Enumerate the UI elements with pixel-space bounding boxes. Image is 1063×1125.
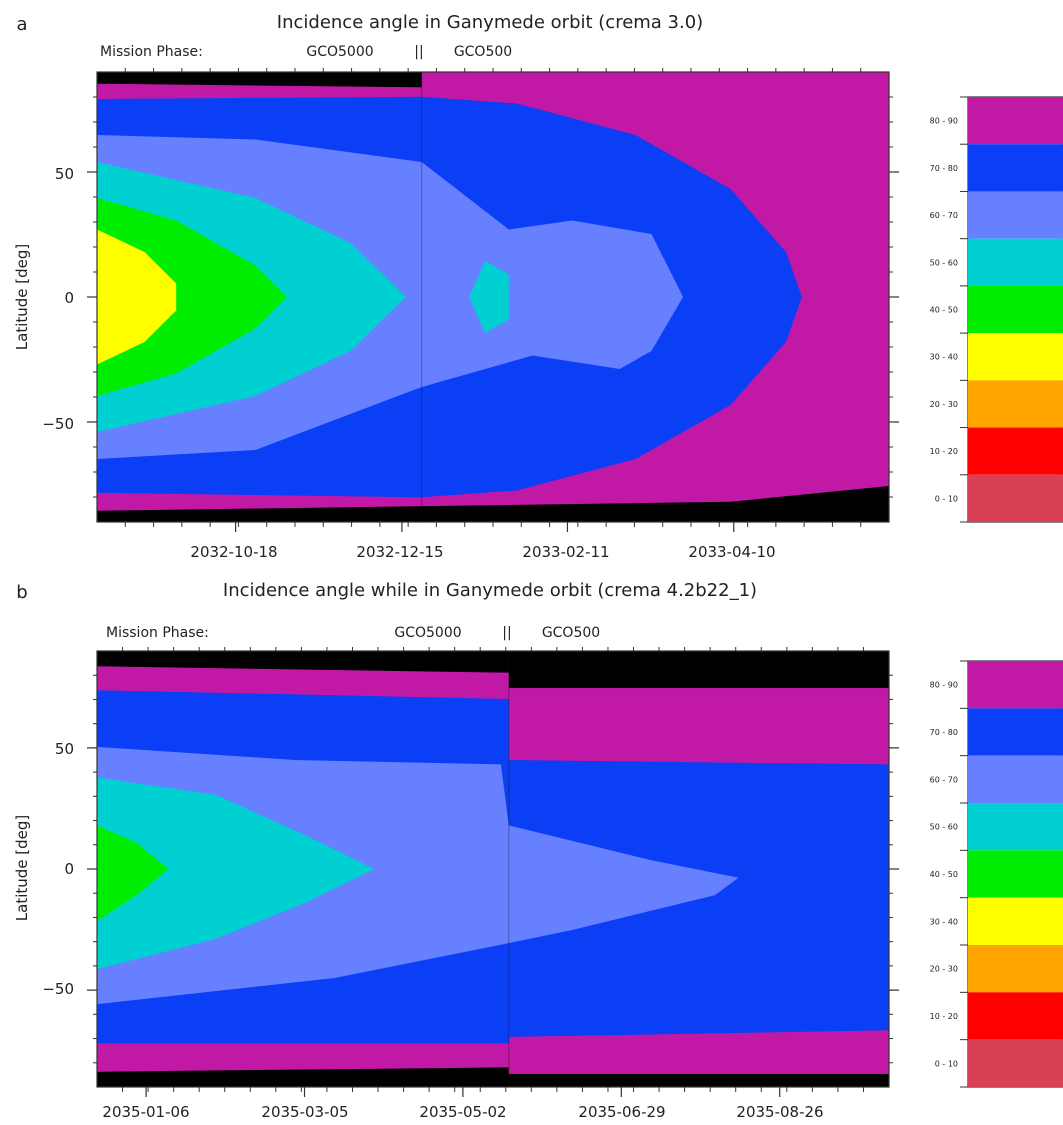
phase-label-b-1: GCO5000 — [394, 625, 461, 641]
legend-swatch-a-4 — [968, 285, 1063, 334]
ylabel-b: Latitude [deg] — [13, 815, 31, 921]
xtick-label-a-2: 2032-12-15 — [356, 543, 443, 561]
legend-swatch-a-8 — [968, 474, 1063, 522]
xtick-label-a-3: 2033-02-11 — [522, 543, 609, 561]
xtick-label-a-4: 2033-04-10 — [688, 543, 775, 561]
ylabel-a: Latitude [deg] — [13, 244, 31, 350]
legend-label-a-1: 70 - 80 — [930, 164, 958, 173]
legend-swatch-a-7 — [968, 427, 1063, 475]
night-top-a — [97, 72, 422, 88]
region-40-50-b — [97, 825, 169, 922]
ytick-label-b-neg50: −50 — [42, 980, 74, 998]
ytick-label-a-0: 0 — [64, 289, 74, 307]
xtick-label-a-1: 2032-10-18 — [190, 543, 277, 561]
legend-label-a-7: 10 - 20 — [930, 447, 958, 456]
region-50-60-b — [97, 777, 375, 970]
legend-swatch-a-2 — [968, 191, 1063, 239]
legend-label-b-7: 10 - 20 — [930, 1012, 958, 1021]
legend-label-a-5: 30 - 40 — [930, 353, 958, 362]
legend-swatch-b-7 — [968, 992, 1063, 1040]
legend-label-a-0: 80 - 90 — [930, 117, 958, 126]
panel-letter-a: a — [16, 14, 27, 35]
legend-swatch-b-2 — [968, 755, 1063, 803]
legend-label-b-5: 30 - 40 — [930, 917, 958, 926]
legend-label-a-4: 40 - 50 — [930, 306, 958, 315]
legend-label-b-8: 0 - 10 — [935, 1059, 958, 1068]
legend-swatch-b-8 — [968, 1039, 1063, 1087]
legend-label-b-6: 20 - 30 — [930, 965, 958, 974]
legend-swatch-b-4 — [968, 850, 1063, 898]
region-60-70-b — [97, 746, 739, 1005]
legend-swatch-b-6 — [968, 945, 1063, 993]
legend-label-b-0: 80 - 90 — [930, 681, 958, 690]
legend-swatch-b-1 — [968, 708, 1063, 756]
phase-label-a-1: GCO5000 — [306, 44, 373, 60]
legend-swatch-a-0 — [968, 97, 1063, 145]
night-top-b — [97, 651, 889, 689]
legend-label-a-3: 50 - 60 — [930, 258, 958, 267]
legend-swatch-b-5 — [968, 897, 1063, 945]
legend-swatch-a-1 — [968, 144, 1063, 192]
legend-swatch-b-3 — [968, 803, 1063, 851]
xtick-label-b-2: 2035-03-05 — [261, 1103, 348, 1121]
region-80-90-bottom-b — [97, 1030, 889, 1074]
mission-phase-label-a: Mission Phase: — [100, 44, 203, 60]
phase-label-a-2: GCO500 — [454, 44, 512, 60]
region-30-40-a — [97, 229, 177, 365]
legend-label-b-2: 60 - 70 — [930, 775, 958, 784]
legend-swatch-a-5 — [968, 333, 1063, 381]
region-40-50-a — [97, 198, 288, 396]
ytick-label-a-neg50: −50 — [42, 415, 74, 433]
ytick-label-b-0: 0 — [64, 860, 74, 878]
phase-separator-a: || — [414, 44, 423, 60]
chart-title-b: Incidence angle while in Ganymede orbit … — [223, 580, 757, 601]
mission-phase-label-b: Mission Phase: — [106, 625, 209, 641]
phase-label-b-2: GCO500 — [542, 625, 600, 641]
xtick-label-b-1: 2035-01-06 — [102, 1103, 189, 1121]
region-80-90-top-b — [97, 668, 889, 765]
ytick-label-a-50: 50 — [55, 165, 74, 183]
legend-label-a-2: 60 - 70 — [930, 211, 958, 220]
legend-swatch-a-3 — [968, 238, 1063, 286]
xtick-label-b-3: 2035-05-02 — [419, 1103, 506, 1121]
night-bottom-b — [97, 1065, 889, 1087]
xtick-label-b-5: 2035-08-26 — [736, 1103, 823, 1121]
legend-swatch-a-6 — [968, 380, 1063, 428]
legend-label-a-8: 0 - 10 — [935, 494, 958, 503]
phase-separator-b: || — [502, 625, 511, 641]
panel-letter-b: b — [16, 582, 27, 603]
chart-title-a: Incidence angle in Ganymede orbit (crema… — [277, 12, 703, 33]
legend-label-a-6: 20 - 30 — [930, 400, 958, 409]
legend-label-b-1: 70 - 80 — [930, 728, 958, 737]
legend-swatch-b-0 — [968, 661, 1063, 709]
legend-label-b-3: 50 - 60 — [930, 823, 958, 832]
night-bottom-a — [97, 486, 889, 522]
region-50-60-island-a — [469, 261, 509, 333]
xtick-label-b-4: 2035-06-29 — [578, 1103, 665, 1121]
ytick-label-b-50: 50 — [55, 740, 74, 758]
legend-label-b-4: 40 - 50 — [930, 870, 958, 879]
